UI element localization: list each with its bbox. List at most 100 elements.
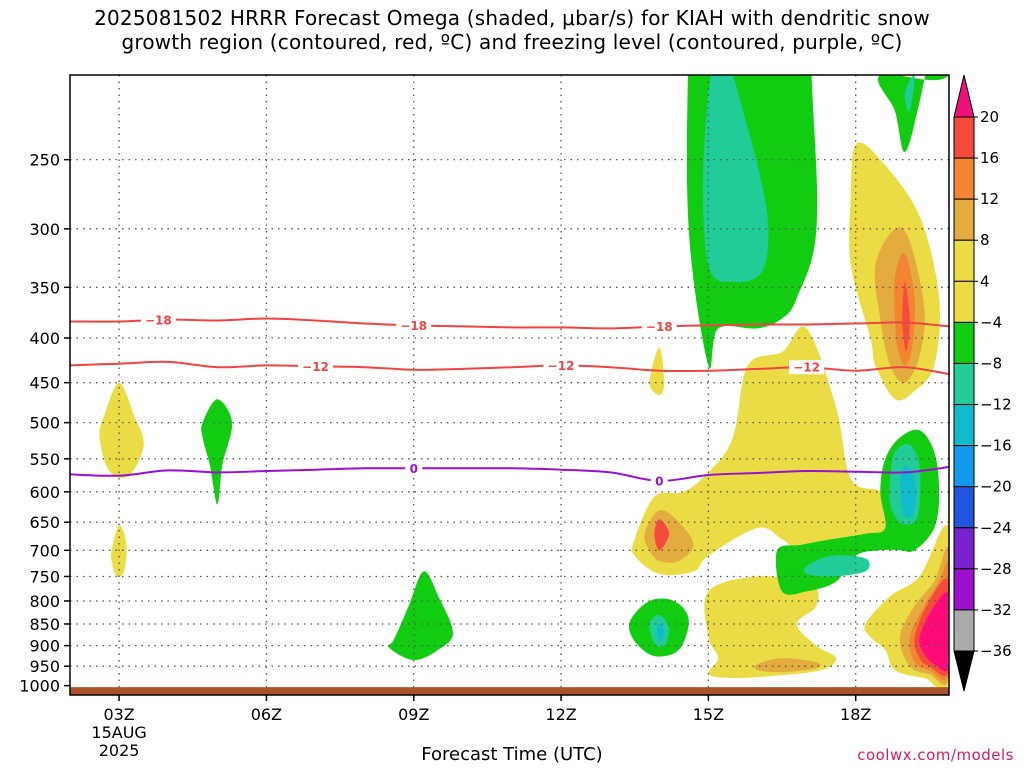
contour-line--18 <box>70 317 949 330</box>
credit-link[interactable]: coolwx.com/models <box>857 746 1014 764</box>
x-tick-label-06Z: 06Z <box>251 705 282 724</box>
y-tick-label-700: 700 <box>29 541 60 560</box>
plot-frame <box>69 74 950 696</box>
omega-region-yellow-03z-mid <box>99 382 144 478</box>
colorbar-box-7 <box>953 404 975 447</box>
colorbar-box-3 <box>953 239 975 282</box>
omega-region-yellow-03z-low <box>110 525 127 578</box>
y-tick-label-250: 250 <box>29 151 60 170</box>
omega-region-red-14z <box>654 519 670 551</box>
omega-region-yellow-large-15z <box>631 326 891 576</box>
omega-region-orange-16z-low <box>754 658 821 673</box>
colorbar-box-10 <box>953 527 975 570</box>
colorbar-bottom-arrow <box>953 650 975 692</box>
colorbar-box-12 <box>953 609 975 652</box>
contour-label-0-1: 0 <box>655 474 663 488</box>
y-tick-label-950: 950 <box>29 657 60 676</box>
omega-shading <box>99 75 949 691</box>
colorbar-top-arrow <box>953 74 975 118</box>
contour-label--12-2: −12 <box>793 361 820 375</box>
colorbar-box-4 <box>953 280 975 323</box>
omega-region-teal-17z <box>803 555 870 577</box>
x-tick-label-18Z: 18Z <box>840 705 871 724</box>
chart-title: 2025081502 HRRR Forecast Omega (shaded, … <box>0 6 1024 54</box>
colorbar-label-5: −4 <box>980 313 1002 331</box>
y-tick-label-350: 350 <box>29 278 60 297</box>
contour-label--12-0: −12 <box>302 360 329 374</box>
contour-label--12-1: −12 <box>548 359 575 373</box>
contour-line-0 <box>70 466 949 482</box>
colorbar-label-13: −36 <box>980 642 1012 660</box>
x-tick-label-03Z: 03Z <box>103 705 134 724</box>
colorbar-label-8: −16 <box>980 437 1012 455</box>
x-axis-label: Forecast Time (UTC) <box>421 744 603 765</box>
ground-fill <box>70 687 949 695</box>
omega-region-magenta-19z-low <box>919 592 949 672</box>
x-tick-label-15Z: 15Z <box>693 705 724 724</box>
colorbar-label-3: 8 <box>980 231 990 249</box>
y-tick-label-600: 600 <box>29 483 60 502</box>
omega-region-green-18z-top <box>878 75 949 153</box>
colorbar-box-9 <box>953 486 975 529</box>
omega-region-green-09z <box>388 571 453 661</box>
x-tick-label-09Z: 09Z <box>398 705 429 724</box>
contour-label-bg <box>298 359 334 374</box>
colorbar-box-0 <box>953 116 975 159</box>
y-tick-label-650: 650 <box>29 513 60 532</box>
colorbar-label-7: −12 <box>980 396 1012 414</box>
colorbar-box-6 <box>953 362 975 406</box>
omega-region-teal-15z-upper <box>702 75 769 283</box>
contour-label-bg <box>641 319 677 334</box>
y-tick-label-500: 500 <box>29 414 60 433</box>
colorbar-box-8 <box>953 445 975 488</box>
contour-label-bg <box>789 360 825 375</box>
x-tick-label-12Z: 12Z <box>545 705 576 724</box>
y-tick-label-300: 300 <box>29 220 60 239</box>
y-tick-label-750: 750 <box>29 567 60 586</box>
contour-label-0-0: 0 <box>410 462 418 476</box>
omega-region-red-18z-upper <box>902 281 910 351</box>
colorbar-label-0: 20 <box>980 108 999 126</box>
ground-surface <box>70 687 949 695</box>
omega-region-cyan-14z-low <box>656 623 665 642</box>
colorbar-box-11 <box>953 568 975 611</box>
colorbar-label-10: −24 <box>980 519 1012 537</box>
y-tick-label-1000: 1000 <box>19 677 60 696</box>
y-axis: 250 300 350 400 450 500 550 600 650 700 750 800 850 9… <box>19 151 70 696</box>
colorbar: 20 16 12 8 4 −4 −8 −12 −16 −20 −24 −28 −32 −36 <box>953 74 1012 692</box>
colorbar-label-12: −32 <box>980 601 1012 619</box>
contour-label--18-1: −18 <box>400 319 427 333</box>
y-tick-label-900: 900 <box>29 637 60 656</box>
colorbar-label-9: −20 <box>980 478 1012 496</box>
y-tick-label-850: 850 <box>29 615 60 634</box>
contour-label--18-2: −18 <box>646 320 673 334</box>
colorbar-label-11: −28 <box>980 560 1012 578</box>
y-tick-label-450: 450 <box>29 374 60 393</box>
colorbar-label-4: 4 <box>980 272 990 290</box>
y-tick-label-400: 400 <box>29 329 60 348</box>
y-tick-label-550: 550 <box>29 450 60 469</box>
colorbar-label-2: 12 <box>980 190 999 208</box>
contour-label-bg <box>543 358 579 373</box>
y-tick-label-800: 800 <box>29 592 60 611</box>
colorbar-box-5 <box>953 321 975 364</box>
contour-label-bg <box>650 473 668 488</box>
omega-region-teal-18z-top <box>904 75 915 112</box>
contour-label--18-0: −18 <box>145 313 172 327</box>
omega-region-green-05z <box>201 399 233 505</box>
colorbar-label-1: 16 <box>980 149 999 167</box>
colorbar-box-1 <box>953 157 975 200</box>
contour-label-bg <box>405 461 423 476</box>
colorbar-box-2 <box>953 198 975 241</box>
x-tick-year: 2025 <box>99 741 140 760</box>
x-tick-date: 15AUG <box>91 723 146 742</box>
omega-region-cyan-18z-mid <box>899 465 916 519</box>
contour-label-bg <box>396 318 432 333</box>
contour-label-bg <box>140 312 176 327</box>
chart-title-line1: 2025081502 HRRR Forecast Omega (shaded, … <box>94 6 930 30</box>
omega-region-yellow-16z-low <box>704 576 837 679</box>
colorbar-label-6: −8 <box>980 354 1002 372</box>
contour-lines: −18 −18 −18 −12 −12 −12 0 0 <box>70 312 949 488</box>
